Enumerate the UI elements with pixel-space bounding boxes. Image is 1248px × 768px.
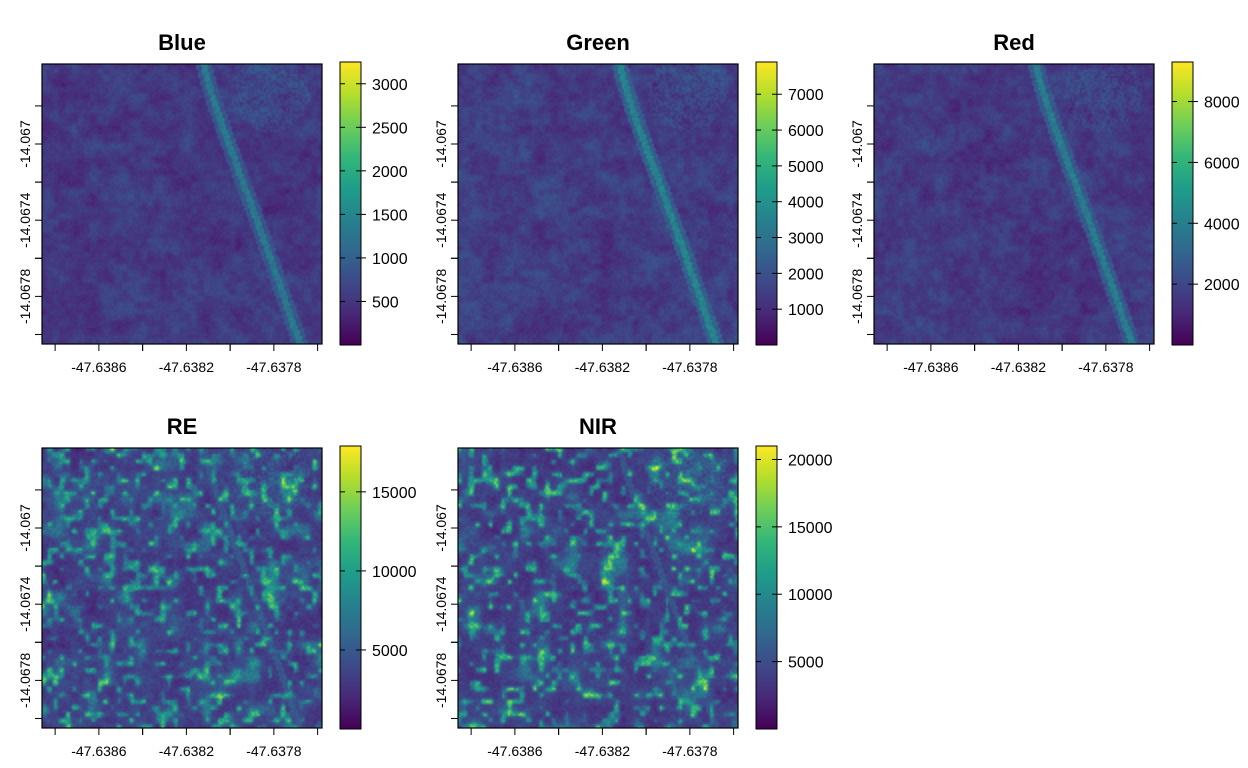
raster-blue xyxy=(42,64,322,344)
panel-nir: NIR -47.6386 -47.6382 -47.6378 -14.067 -14.06… xyxy=(416,384,832,768)
x-tick-label: -47.6382 xyxy=(159,743,214,759)
colorbar-tick-label: 6000 xyxy=(1204,155,1240,172)
panel-re: RE -47.6386 -47.6382 -47.6378 -14.067 -14.067… xyxy=(0,384,416,768)
y-tick-label: -14.0674 xyxy=(17,192,33,247)
x-tick-label: -47.6386 xyxy=(487,743,542,759)
chart-green: Green -47.6386 -47.6382 -47.6378 -14.067 -14.… xyxy=(433,30,824,375)
x-tick-label: -47.6378 xyxy=(1078,359,1133,375)
y-tick-label: -14.0678 xyxy=(17,269,33,324)
colorbar-tick-label: 4000 xyxy=(1204,216,1240,233)
y-tick-label: -14.067 xyxy=(433,120,449,168)
x-tick-label: -47.6386 xyxy=(71,743,126,759)
plot-frame-red xyxy=(873,63,1155,345)
x-tick-label: -47.6382 xyxy=(991,359,1046,375)
chart-red: Red -47.6386 -47.6382 -47.6378 -14.067 -14.06… xyxy=(849,30,1240,375)
y-tick-label: -14.0674 xyxy=(433,576,449,631)
x-tick-label: -47.6382 xyxy=(575,743,630,759)
x-tick-label: -47.6382 xyxy=(159,359,214,375)
x-tick-label: -47.6386 xyxy=(487,359,542,375)
colorbar-tick-label: 4000 xyxy=(788,195,824,212)
chart-blue: Blue -47.6386 -47.6382 -47.6378 -14.067 -14.0… xyxy=(17,30,408,375)
colorbar-tick-label: 3000 xyxy=(372,77,408,94)
x-tick-label: -47.6378 xyxy=(662,359,717,375)
colorbar-tick-label: 1000 xyxy=(788,302,824,319)
colorbar-tick-label: 20000 xyxy=(788,452,832,469)
x-tick-label: -47.6382 xyxy=(575,359,630,375)
chart-re: RE -47.6386 -47.6382 -47.6378 -14.067 -14.067… xyxy=(17,414,416,759)
y-tick-label: -14.0678 xyxy=(433,653,449,708)
colorbar-tick-label: 15000 xyxy=(788,520,832,537)
raster-red xyxy=(874,64,1154,344)
y-tick-label: -14.0678 xyxy=(433,269,449,324)
colorbar-nir xyxy=(755,445,778,730)
y-tick-label: -14.0674 xyxy=(849,192,865,247)
plot-frame-re xyxy=(41,447,323,729)
colorbar-tick-label: 5000 xyxy=(372,643,408,660)
colorbar-red xyxy=(1171,61,1194,346)
x-tick-label: -47.6378 xyxy=(662,743,717,759)
y-tick-label: -14.067 xyxy=(433,504,449,552)
y-tick-label: -14.0678 xyxy=(849,269,865,324)
y-tick-label: -14.067 xyxy=(17,504,33,552)
colorbar-tick-label: 6000 xyxy=(788,123,824,140)
colorbar-re xyxy=(339,445,362,730)
chart-nir: NIR -47.6386 -47.6382 -47.6378 -14.067 -14.06… xyxy=(433,414,832,759)
colorbar-tick-label: 3000 xyxy=(788,231,824,248)
colorbar-blue xyxy=(339,61,362,346)
colorbar-tick-label: 2500 xyxy=(372,120,408,137)
colorbar-tick-label: 8000 xyxy=(1204,95,1240,112)
chart-title-red: Red xyxy=(993,30,1035,55)
colorbar-green xyxy=(755,61,778,346)
y-tick-label: -14.0674 xyxy=(17,576,33,631)
raster-re xyxy=(42,448,322,728)
plot-frame-blue xyxy=(41,63,323,345)
colorbar-tick-label: 7000 xyxy=(788,87,824,104)
chart-title-re: RE xyxy=(167,414,198,439)
colorbar-tick-label: 1000 xyxy=(372,251,408,268)
x-tick-label: -47.6378 xyxy=(246,743,301,759)
panel-red: Red -47.6386 -47.6382 -47.6378 -14.067 -14.06… xyxy=(832,0,1248,384)
y-tick-label: -14.067 xyxy=(849,120,865,168)
colorbar-tick-label: 500 xyxy=(372,294,399,311)
plot-frame-green xyxy=(457,63,739,345)
colorbar-tick-label: 2000 xyxy=(788,266,824,283)
raster-green xyxy=(458,64,738,344)
colorbar-tick-label: 10000 xyxy=(788,587,832,604)
chart-title-nir: NIR xyxy=(579,414,617,439)
chart-title-green: Green xyxy=(566,30,630,55)
panel-blue: Blue -47.6386 -47.6382 -47.6378 -14.067 -14.0… xyxy=(0,0,416,384)
x-tick-label: -47.6378 xyxy=(246,359,301,375)
colorbar-tick-label: 5000 xyxy=(788,159,824,176)
colorbar-tick-label: 2000 xyxy=(372,164,408,181)
raster-nir xyxy=(458,448,738,728)
colorbar-tick-label: 15000 xyxy=(372,485,416,502)
colorbar-tick-label: 10000 xyxy=(372,564,416,581)
colorbar-tick-label: 5000 xyxy=(788,655,824,672)
colorbar-tick-label: 1500 xyxy=(372,207,408,224)
y-tick-label: -14.067 xyxy=(17,120,33,168)
x-tick-label: -47.6386 xyxy=(71,359,126,375)
y-tick-label: -14.0678 xyxy=(17,653,33,708)
x-tick-label: -47.6386 xyxy=(903,359,958,375)
panel-green: Green -47.6386 -47.6382 -47.6378 -14.067 -14.… xyxy=(416,0,832,384)
chart-title-blue: Blue xyxy=(158,30,206,55)
plot-frame-nir xyxy=(457,447,739,729)
y-tick-label: -14.0674 xyxy=(433,192,449,247)
colorbar-tick-label: 2000 xyxy=(1204,277,1240,294)
